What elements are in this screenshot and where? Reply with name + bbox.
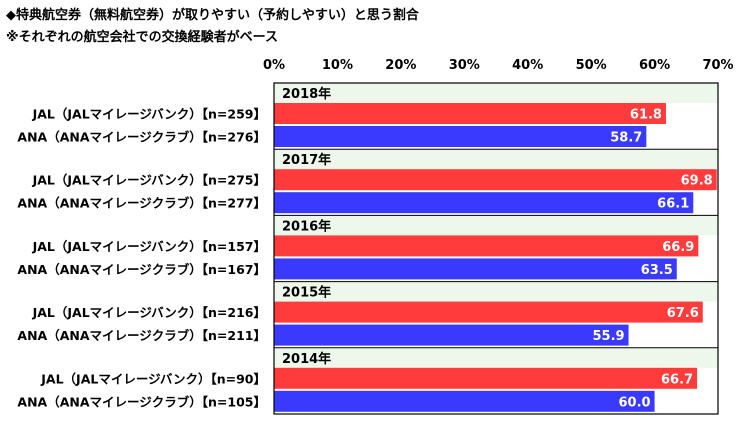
data-label: 69.8	[681, 174, 713, 189]
data-label: 66.7	[661, 372, 693, 387]
category-label: JAL（JALマイレージバンク）【n=216】	[32, 305, 266, 320]
category-label: ANA（ANAマイレージクラブ）【n=276】	[17, 130, 266, 145]
data-label: 55.9	[592, 329, 624, 344]
year-label: 2016年	[282, 218, 331, 234]
bar-ana	[274, 324, 629, 346]
bar-jal	[274, 301, 703, 323]
year-band	[274, 149, 718, 170]
data-label: 67.6	[667, 306, 699, 321]
chart-subtitle: ※それぞれの航空会社での交換経験者がベース	[6, 30, 278, 45]
x-tick-label: 40%	[512, 58, 543, 73]
bar-ana	[274, 390, 655, 412]
bar-jal	[274, 103, 666, 124]
category-label: JAL（JALマイレージバンク）【n=259】	[32, 107, 266, 122]
year-band	[274, 347, 718, 368]
data-label: 66.9	[662, 240, 694, 255]
x-tick-label: 10%	[322, 58, 353, 73]
x-tick-label: 0%	[263, 58, 285, 73]
year-band	[274, 83, 718, 103]
data-label: 61.8	[630, 108, 662, 123]
category-label: ANA（ANAマイレージクラブ）【n=167】	[17, 262, 266, 277]
year-band	[274, 215, 718, 236]
x-tick-label: 50%	[576, 58, 607, 73]
x-tick-label: 30%	[449, 58, 480, 73]
category-label: ANA（ANAマイレージクラブ）【n=277】	[17, 196, 266, 211]
plot-frame	[273, 82, 719, 415]
bar-jal	[274, 169, 717, 191]
year-band	[274, 281, 718, 302]
data-label: 66.1	[657, 197, 689, 212]
category-label: JAL（JALマイレージバンク）【n=275】	[32, 173, 266, 188]
category-label: ANA（ANAマイレージクラブ）【n=211】	[17, 328, 266, 343]
data-label: 58.7	[610, 131, 642, 146]
x-tick-label: 60%	[639, 58, 670, 73]
x-tick-label: 20%	[385, 58, 416, 73]
data-label: 63.5	[641, 263, 673, 278]
year-label: 2017年	[282, 152, 331, 168]
category-label: ANA（ANAマイレージクラブ）【n=105】	[17, 394, 266, 409]
year-label: 2018年	[282, 86, 331, 102]
bar-ana	[274, 258, 677, 280]
chart-title: ◆特典航空券（無料航空券）が取りやすい（予約しやすい）と思う割合	[6, 8, 419, 23]
bar-jal	[274, 235, 699, 257]
bar-ana	[274, 192, 694, 214]
category-label: JAL（JALマイレージバンク）【n=157】	[32, 239, 266, 254]
category-label: JAL（JALマイレージバンク）【n=90】	[40, 371, 266, 386]
x-tick-label: 70%	[702, 58, 733, 73]
bar-ana	[274, 126, 647, 147]
data-label: 60.0	[618, 395, 650, 410]
bar-jal	[274, 367, 698, 389]
year-label: 2014年	[282, 351, 331, 367]
year-label: 2015年	[282, 285, 331, 301]
